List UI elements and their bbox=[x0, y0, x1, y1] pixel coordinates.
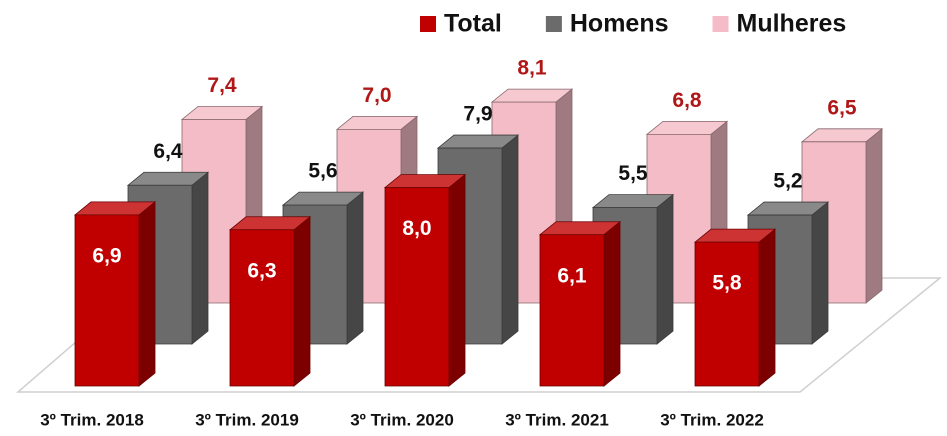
x-tick-label: 3º Trim. 2019 bbox=[195, 410, 299, 429]
legend-swatch bbox=[712, 16, 729, 32]
bar-side bbox=[758, 228, 776, 387]
bar-side bbox=[293, 215, 311, 387]
bar-side bbox=[656, 193, 674, 345]
value-label: 7,4 bbox=[207, 74, 237, 97]
x-tick-label: 3º Trim. 2018 bbox=[40, 410, 144, 429]
bar-side bbox=[603, 220, 621, 387]
bar-side bbox=[448, 173, 466, 387]
bar-front bbox=[539, 234, 605, 387]
bar bbox=[693, 228, 777, 387]
legend-swatch bbox=[545, 16, 562, 32]
value-label: 6,8 bbox=[672, 89, 702, 112]
value-label: 7,9 bbox=[463, 103, 492, 126]
value-label: 6,9 bbox=[92, 244, 121, 267]
x-tick-label: 3º Trim. 2020 bbox=[350, 410, 454, 429]
legend-label: Homens bbox=[570, 10, 669, 38]
x-tick-label: 3º Trim. 2022 bbox=[660, 410, 764, 429]
bar-side bbox=[865, 127, 883, 304]
bar-side bbox=[346, 191, 364, 345]
bar-front bbox=[229, 229, 295, 387]
bar-side bbox=[501, 134, 519, 345]
legend-label: Mulheres bbox=[737, 10, 847, 38]
value-label: 6,1 bbox=[557, 264, 587, 287]
legend-label: Total bbox=[444, 10, 502, 38]
bar-front bbox=[74, 214, 140, 387]
bar bbox=[383, 173, 467, 387]
bar-side bbox=[191, 171, 209, 345]
bar-front bbox=[694, 241, 760, 387]
value-label: 5,5 bbox=[618, 162, 648, 185]
value-label: 5,6 bbox=[308, 160, 337, 183]
value-label: 8,0 bbox=[402, 217, 431, 240]
bar-front bbox=[384, 187, 450, 387]
value-label: 8,1 bbox=[517, 57, 547, 80]
x-tick-label: 3º Trim. 2021 bbox=[505, 410, 609, 429]
bar bbox=[538, 220, 622, 387]
bar-side bbox=[811, 201, 829, 345]
bar bbox=[73, 201, 157, 387]
value-label: 5,8 bbox=[712, 272, 742, 295]
bar-side bbox=[138, 201, 156, 387]
value-label: 5,2 bbox=[773, 170, 802, 193]
legend-swatch bbox=[420, 16, 436, 32]
value-label: 7,0 bbox=[362, 84, 391, 107]
bar bbox=[228, 215, 312, 387]
value-label: 6,4 bbox=[153, 140, 183, 163]
value-label: 6,5 bbox=[827, 96, 857, 119]
value-label: 6,3 bbox=[247, 259, 276, 282]
